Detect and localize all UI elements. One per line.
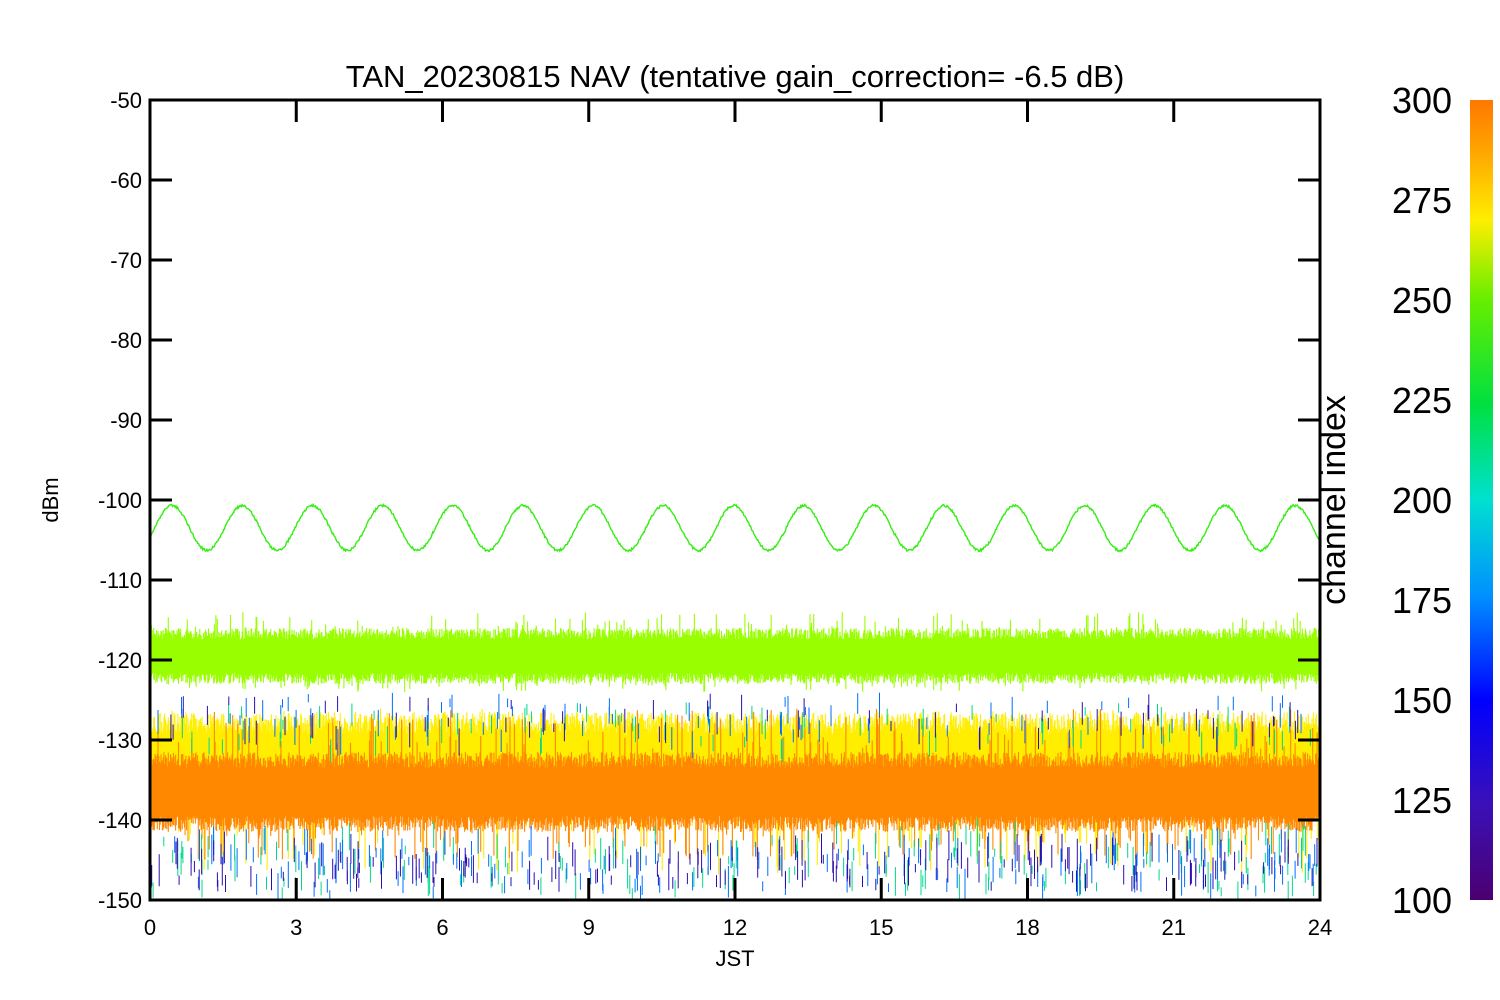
x-tick-label: 21 [1162,915,1186,940]
colorbar-tick-label: 300 [1392,80,1452,121]
x-tick-label: 12 [723,915,747,940]
colorbar-tick-label: 250 [1392,280,1452,321]
y-tick-label: -80 [110,328,142,353]
x-axis-label: JST [715,946,754,971]
x-tick-label: 18 [1015,915,1039,940]
x-tick-label: 0 [144,915,156,940]
colorbar-tick-label: 225 [1392,380,1452,421]
plot-area [149,502,1321,900]
colorbar-tick-label: 175 [1392,580,1452,621]
y-tick-label: -140 [98,808,142,833]
y-axis-label: dBm [38,477,63,522]
x-tick-label: 6 [436,915,448,940]
x-tick-label: 15 [869,915,893,940]
colorbar-tick-label: 125 [1392,780,1452,821]
series-channel-120 [151,693,1318,892]
y-tick-label: -50 [110,88,142,113]
y-tick-label: -120 [98,648,142,673]
y-tick-label: -100 [98,488,142,513]
axes: 0 3 6 9 12 15 18 21 24 -50 -60 -70 -80 -90 -100 -110 -12… [98,88,1332,940]
x-tick-label: 24 [1308,915,1332,940]
colorbar-tick-label: 100 [1392,880,1452,921]
x-tick-label: 9 [583,915,595,940]
y-tick-label: -110 [100,568,142,593]
series-channel-190 [150,701,1317,900]
series-channel-245 [149,502,1321,553]
y-tick-label: -90 [110,408,142,433]
y-tick-label: -60 [110,168,142,193]
x-tick-label: 3 [290,915,302,940]
colorbar: 300 275 250 225 200 175 150 125 100 [1392,80,1493,921]
colorbar-tick-label: 275 [1392,180,1452,221]
colorbar-tick-label: 150 [1392,680,1452,721]
y-tick-label: -130 [98,728,142,753]
colorbar-label: channel index [1315,395,1353,605]
chart-title: TAN_20230815 NAV (tentative gain_correct… [346,59,1125,94]
series-channel-260 [149,612,1321,692]
y-tick-label: -70 [110,248,142,273]
colorbar-gradient [1470,100,1493,900]
y-tick-label: -150 [98,888,142,913]
colorbar-tick-label: 200 [1392,480,1452,521]
